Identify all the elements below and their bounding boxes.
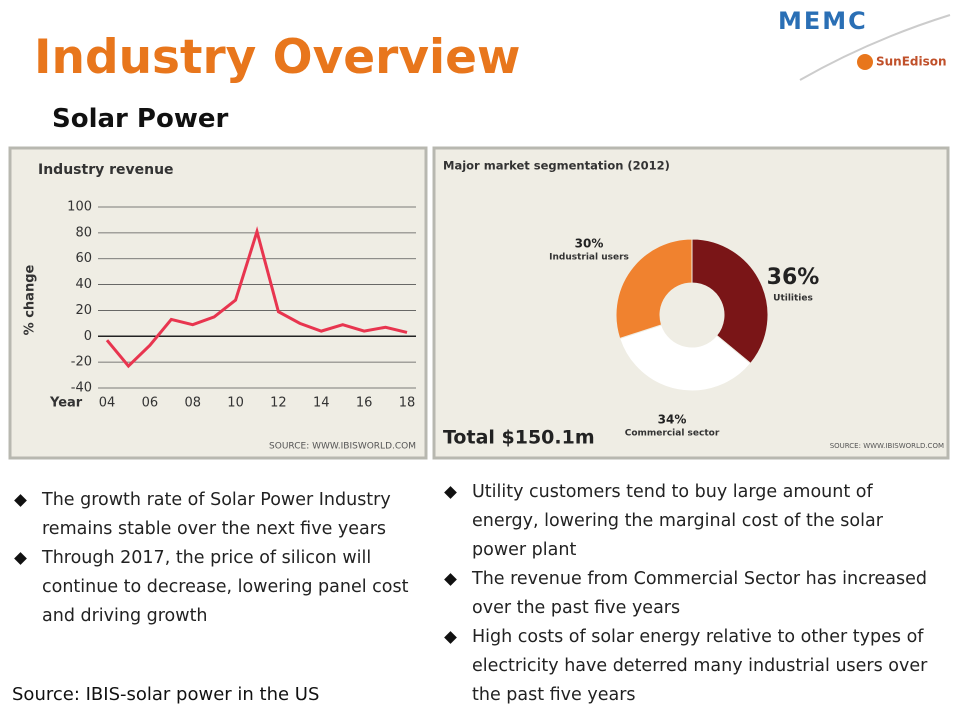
logo-icon (857, 54, 873, 70)
source: SOURCE: WWW.IBISWORLD.COM (269, 442, 416, 452)
y-tick-label: 40 (75, 277, 92, 292)
subtitle: Solar Power (52, 104, 229, 134)
category-label: Industrial users (549, 253, 629, 263)
y-axis-label: % change (23, 264, 38, 335)
x-tick-label: 08 (184, 396, 201, 411)
line (105, 226, 408, 369)
x-tick-label: 16 (356, 396, 373, 411)
logo: MEMC (778, 7, 868, 35)
source: SOURCE: WWW.IBISWORLD.COM (830, 442, 944, 450)
y-tick-label: 100 (67, 200, 92, 215)
x-tick-label: 10 (227, 396, 244, 411)
chart-title: Industry revenue (38, 162, 174, 178)
bullet-text: High costs of solar energy relative to o… (472, 627, 928, 705)
y-tick-label: 0 (84, 329, 92, 344)
y-tick-label: 60 (75, 251, 92, 266)
logo: SunEdison (876, 55, 947, 69)
data-label: 36% (767, 265, 820, 290)
data-label: 30% (575, 237, 604, 251)
bullet: Through 2017, the price of silicon will … (12, 544, 422, 631)
y-tick-label: 80 (75, 225, 92, 240)
bullet-icon (444, 631, 457, 644)
category-label: Utilities (773, 294, 813, 304)
category-label: Commercial sector (625, 429, 720, 439)
bullet-icon (14, 494, 27, 507)
x-tick-label: 06 (142, 396, 159, 411)
title: Industry Overview (34, 30, 521, 85)
x-axis-label: Year (49, 396, 83, 411)
bullet-icon (444, 573, 457, 586)
x-tick-label: 18 (399, 396, 416, 411)
bullet-icon (444, 486, 457, 499)
bullet: The growth rate of Solar Power Industry … (12, 486, 422, 544)
bullet: The revenue from Commercial Sector has i… (442, 565, 942, 623)
data-label: 34% (658, 413, 687, 427)
bullet-text: The revenue from Commercial Sector has i… (472, 569, 928, 618)
bullet-list: The growth rate of Solar Power Industry … (12, 486, 422, 631)
bullet-list: Utility customers tend to buy large amou… (442, 478, 942, 710)
x-tick-label: 14 (313, 396, 330, 411)
donut-segment (691, 238, 769, 365)
x-tick-label: 12 (270, 396, 287, 411)
source: Source: IBIS-solar power in the US (12, 684, 320, 705)
total: Total $150.1m (443, 427, 595, 449)
logo-swoosh (799, 14, 951, 81)
donut-segment (615, 238, 693, 340)
bullet: High costs of solar energy relative to o… (442, 623, 942, 710)
bullet-text: Through 2017, the price of silicon will … (42, 548, 409, 626)
panel (432, 146, 950, 460)
y-tick-label: -20 (71, 355, 92, 370)
bullet-text: The growth rate of Solar Power Industry … (42, 490, 391, 539)
donut-segment (619, 324, 752, 392)
panel (8, 146, 428, 460)
bullet-icon (14, 552, 27, 565)
bullet-text: Utility customers tend to buy large amou… (472, 482, 883, 560)
bullet: Utility customers tend to buy large amou… (442, 478, 942, 565)
chart-title: Major market segmentation (2012) (443, 159, 670, 173)
x-tick-label: 04 (99, 396, 116, 411)
y-tick-label: 20 (75, 303, 92, 318)
y-tick-label: -40 (71, 381, 92, 396)
